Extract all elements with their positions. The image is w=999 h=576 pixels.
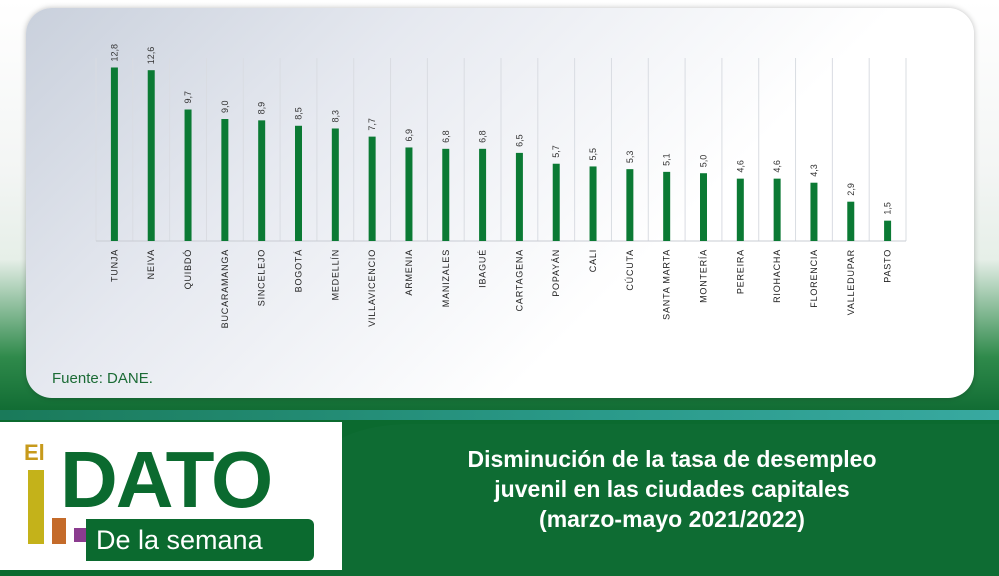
- value-label-1: 12,6: [146, 47, 156, 65]
- logo-el-dato: El DATO De la semana: [0, 422, 342, 570]
- value-label-17: 4,6: [735, 160, 745, 173]
- category-label-20: VALLEDUPAR: [846, 249, 856, 315]
- category-label-11: CARTAGENA: [514, 249, 524, 311]
- value-label-19: 4,3: [809, 164, 819, 177]
- logo-bar-purple: [74, 528, 86, 542]
- headline-line-3: (marzo-mayo 2021/2022): [539, 506, 805, 532]
- value-label-10: 6,8: [478, 130, 488, 143]
- value-label-15: 5,1: [662, 153, 672, 166]
- category-label-17: PEREIRA: [735, 249, 745, 294]
- category-label-5: BOGOTÁ: [294, 249, 304, 292]
- bar-1: [147, 70, 155, 241]
- logo-el-text: El: [24, 440, 45, 465]
- category-label-16: MONTERÍA: [699, 249, 709, 303]
- bar-8: [405, 147, 413, 241]
- logo-bar-gold: [28, 470, 44, 544]
- category-label-15: SANTA MARTA: [662, 249, 672, 320]
- category-label-18: RIOHACHA: [772, 249, 782, 303]
- value-label-20: 2,9: [846, 183, 856, 196]
- category-label-4: SINCELEJO: [257, 249, 267, 306]
- category-label-10: IBAGUÉ: [478, 249, 488, 288]
- category-label-14: CÚCUTA: [625, 249, 635, 291]
- bar-10: [479, 148, 487, 241]
- bar-4: [258, 120, 266, 241]
- headline: Disminución de la tasa de desempleo juve…: [412, 444, 932, 534]
- bar-16: [700, 173, 707, 241]
- value-label-5: 8,5: [294, 107, 304, 120]
- bar-15: [663, 171, 671, 241]
- bar-19: [810, 182, 818, 241]
- chart-card: 12,8 TUNJA 12,6 NEIVA 9,7 QUIBDÓ 9,0 BUCARAMANG…: [26, 8, 974, 398]
- category-label-7: VILLAVICENCIO: [367, 249, 377, 327]
- value-label-11: 6,5: [514, 134, 524, 147]
- value-label-21: 1,5: [883, 202, 893, 215]
- bar-3: [221, 119, 229, 241]
- value-label-0: 12,8: [109, 44, 119, 62]
- bar-17: [736, 178, 744, 241]
- value-label-13: 5,5: [588, 148, 598, 161]
- bar-11: [515, 152, 523, 241]
- value-label-2: 9,7: [183, 91, 193, 104]
- bar-13: [589, 166, 597, 241]
- source-note: Fuente: DANE.: [52, 370, 153, 387]
- footer-wave: [320, 424, 999, 576]
- category-label-2: QUIBDÓ: [183, 249, 193, 289]
- category-label-0: TUNJA: [109, 249, 119, 282]
- value-label-7: 7,7: [367, 118, 377, 131]
- category-label-13: CALI: [588, 249, 598, 272]
- category-label-12: POPAYÁN: [551, 249, 561, 297]
- value-label-9: 6,8: [441, 130, 451, 143]
- logo-bar-orange: [52, 518, 66, 544]
- logo-subtitle: De la semana: [96, 525, 263, 555]
- category-label-1: NEIVA: [146, 249, 156, 279]
- logo-subtitle-pill: [86, 519, 314, 561]
- value-label-3: 9,0: [220, 100, 230, 113]
- category-label-19: FLORENCIA: [809, 249, 819, 308]
- value-label-16: 5,0: [699, 155, 709, 168]
- value-label-14: 5,3: [625, 151, 635, 164]
- bar-20: [847, 201, 855, 241]
- value-label-12: 5,7: [551, 145, 561, 158]
- bar-14: [626, 169, 634, 241]
- value-label-8: 6,9: [404, 129, 414, 142]
- category-label-21: PASTO: [883, 249, 893, 283]
- category-label-9: MANIZALES: [441, 249, 451, 307]
- bar-7: [368, 136, 376, 241]
- bar-18: [773, 178, 781, 241]
- category-label-6: MEDELLÍN: [330, 249, 340, 300]
- logo-dato-text: DATO: [60, 435, 273, 524]
- bar-6: [331, 128, 339, 241]
- bar-0: [110, 67, 118, 241]
- category-label-3: BUCARAMANGA: [220, 249, 230, 328]
- headline-line-2: juvenil en las ciudades capitales: [494, 476, 850, 502]
- category-label-8: ARMENIA: [404, 249, 414, 296]
- bar-21: [884, 220, 892, 241]
- value-label-4: 8,9: [257, 102, 267, 115]
- value-label-18: 4,6: [772, 160, 782, 173]
- value-label-6: 8,3: [330, 110, 340, 123]
- bar-5: [295, 125, 302, 241]
- bar-12: [552, 163, 560, 241]
- bar-2: [184, 109, 192, 241]
- headline-line-1: Disminución de la tasa de desempleo: [467, 446, 877, 472]
- bar-9: [442, 148, 450, 241]
- bar-chart: 12,8 TUNJA 12,6 NEIVA 9,7 QUIBDÓ 9,0 BUCARAMANG…: [95, 44, 907, 328]
